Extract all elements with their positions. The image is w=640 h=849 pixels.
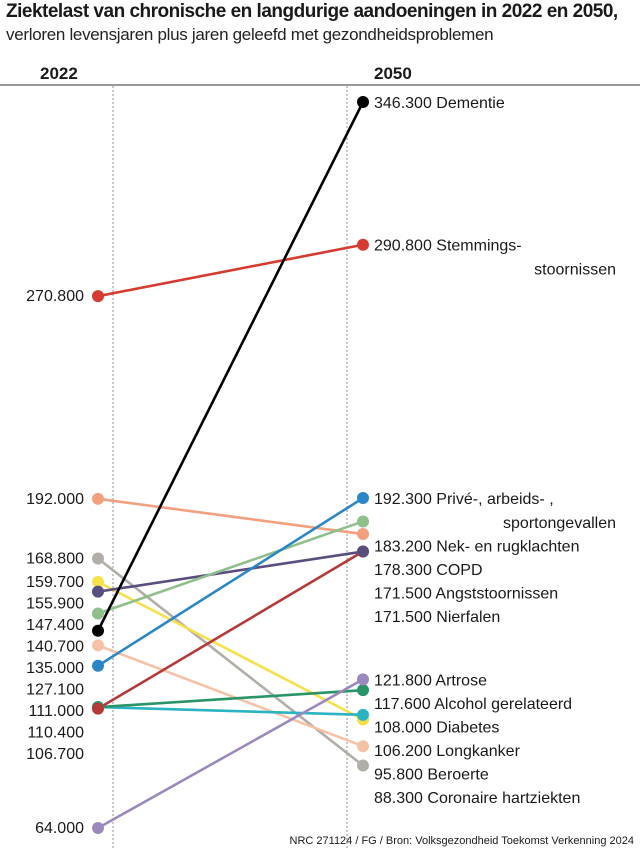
- value-2022-label: 155.900: [26, 595, 84, 612]
- series-line-artrose: [97, 678, 364, 830]
- point-2022-longkanker: [92, 575, 104, 588]
- value-2022-label: 168.800: [26, 550, 84, 567]
- point-2050-beroerte: [357, 740, 369, 753]
- value-2050-label: 178.300 COPD: [374, 562, 483, 579]
- value-2050-label: 121.800 Artrose: [374, 672, 487, 689]
- point-2022-nek-en-rugklachten: [92, 607, 104, 620]
- values-2022: 270.800 192.000 168.800 159.700 155.900 147.4…: [26, 288, 84, 837]
- point-2050-nek-en-rugklachten: [357, 515, 369, 528]
- point-2022-stemmings-stoornissen: [92, 290, 104, 303]
- series-line-alcohol-gerelateerd: [97, 688, 364, 709]
- value-2050-label: 88.300 Coronaire hartziekten: [374, 790, 580, 807]
- value-2022-label: 147.400: [26, 617, 84, 634]
- source-note: NRC 271124 / FG / Bron: Volksgezondheid …: [290, 835, 634, 847]
- series-line-nek-en-rugklachten: [97, 520, 364, 615]
- value-2050-label: 108.000 Diabetes: [374, 719, 499, 736]
- series-line-stemmings-stoornissen: [97, 243, 364, 298]
- value-2022-label: 270.800: [26, 288, 84, 305]
- values-2050: 346.300 Dementie 290.800 Stemmings-stoorn…: [374, 95, 616, 807]
- series-points: [92, 96, 369, 834]
- series-line-angststoornissen: [97, 550, 364, 593]
- series-line-copd: [97, 497, 364, 536]
- value-2050-label: 290.800 Stemmings-: [374, 238, 522, 255]
- point-2022-copd: [92, 492, 104, 505]
- point-2022-coronaire-hartziekten: [92, 552, 104, 565]
- value-2050-label: 346.300 Dementie: [374, 95, 505, 112]
- year-label-2050: 2050: [374, 64, 412, 83]
- series-line-nierfalen: [97, 550, 364, 710]
- series-line-diabetes: [97, 705, 364, 717]
- chart-title: Ziektelast van chronische en langdurige …: [6, 1, 618, 22]
- year-label-2022: 2022: [40, 64, 78, 83]
- point-2050-coronaire-hartziekten: [357, 759, 369, 772]
- value-2050-label: 192.300 Privé-, arbeids- ,: [374, 491, 554, 508]
- point-2050-angststoornissen: [357, 545, 369, 558]
- series-name-continuation: stoornissen: [534, 262, 616, 279]
- series-line-coronaire-hartziekten: [97, 557, 364, 767]
- point-2022-nierfalen: [92, 702, 104, 715]
- series-line-longkanker: [97, 580, 364, 721]
- value-2022-label: 64.000: [35, 820, 84, 837]
- chart-subtitle: verloren levensjaren plus jaren geleefd …: [6, 25, 494, 44]
- point-2022-priv-arbeids-sportongevallen: [92, 659, 104, 672]
- value-2050-label: 183.200 Nek- en rugklachten: [374, 539, 579, 556]
- value-2022-label: 127.100: [26, 681, 84, 698]
- value-2050-label: 106.200 Longkanker: [374, 743, 521, 760]
- value-2022-label: 140.700: [26, 638, 84, 655]
- point-2050-dementie: [357, 96, 369, 108]
- point-2022-angststoornissen: [92, 585, 104, 598]
- point-2022-artrose: [92, 822, 104, 834]
- series-lines: [96, 101, 365, 830]
- point-2050-copd: [357, 528, 369, 541]
- value-2022-label: 192.000: [26, 491, 84, 508]
- point-2050-stemmings-stoornissen: [357, 238, 369, 251]
- series-name-continuation: sportongevallen: [503, 515, 616, 532]
- series-line-dementie: [96, 101, 365, 632]
- point-2050-priv-arbeids-sportongevallen: [357, 492, 369, 505]
- value-2050-label: 117.600 Alcohol gerelateerd: [374, 696, 572, 713]
- series-line-beroerte: [97, 644, 364, 748]
- value-2022-label: 159.700: [26, 574, 84, 591]
- value-2050-label: 171.500 Nierfalen: [374, 609, 500, 626]
- point-2050-alcohol-gerelateerd: [357, 684, 369, 697]
- value-2050-label: 171.500 Angststoornissen: [374, 586, 558, 603]
- point-2022-dementie: [92, 624, 104, 637]
- point-2050-diabetes: [357, 708, 369, 721]
- value-2022-label: 135.000: [26, 660, 84, 677]
- value-2050-label: 95.800 Beroerte: [374, 766, 489, 783]
- point-2022-beroerte: [92, 639, 104, 652]
- value-2022-label: 111.000: [29, 703, 85, 720]
- series-line-priv-arbeids-sportongevallen: [97, 496, 364, 667]
- point-2050-artrose: [357, 673, 369, 686]
- value-2022-label: 106.700: [26, 746, 84, 763]
- value-2022-label: 110.400: [27, 724, 84, 741]
